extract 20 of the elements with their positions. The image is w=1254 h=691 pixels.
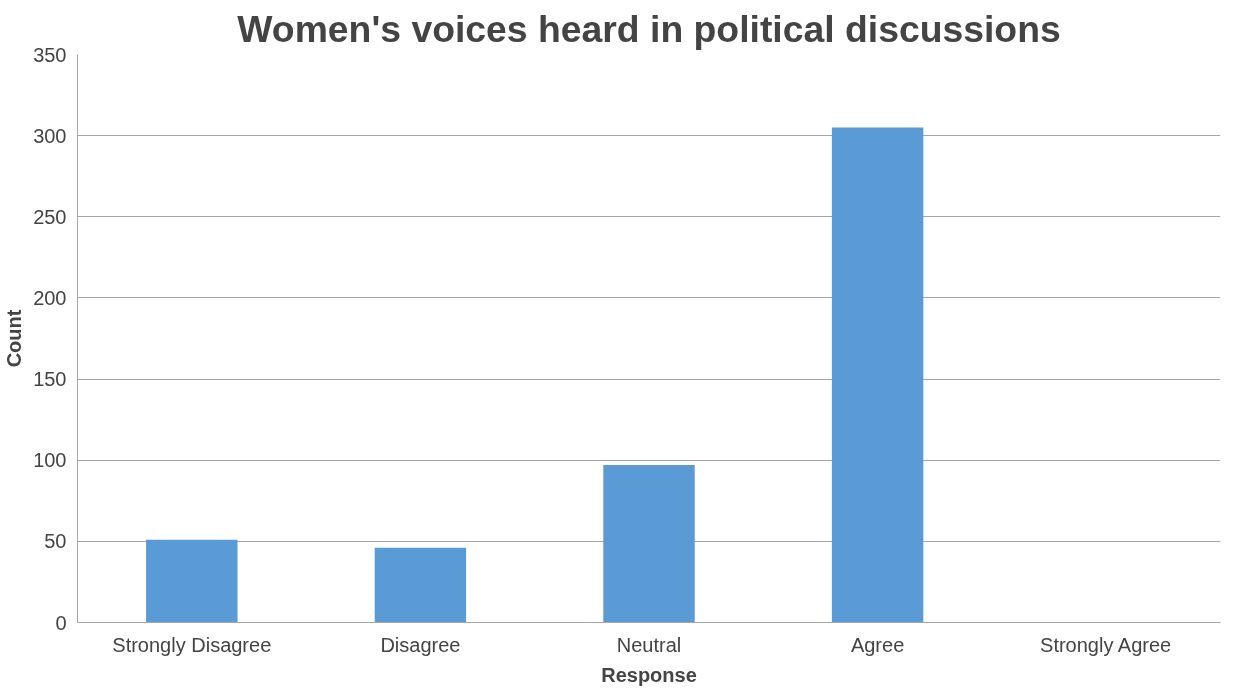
x-tick-label: Agree — [850, 633, 905, 656]
y-tick-label: 200 — [33, 286, 67, 309]
y-tick-label: 50 — [44, 530, 67, 553]
x-tick-label: Disagree — [380, 633, 461, 656]
x-axis-title: Response — [601, 663, 697, 686]
chart-title: Women's voices heard in political discussions — [237, 7, 1061, 50]
x-tick-label: Neutral — [616, 633, 682, 656]
bar — [831, 127, 924, 623]
bar — [603, 465, 695, 623]
y-tick-label: 150 — [33, 368, 67, 391]
y-tick-label: 100 — [33, 449, 67, 472]
x-tick-label: Strongly Agree — [1040, 633, 1172, 656]
x-tick-label: Strongly Disagree — [112, 633, 272, 656]
y-tick-label: 250 — [33, 205, 67, 228]
bar — [146, 539, 238, 623]
y-tick-label: 350 — [33, 43, 67, 66]
y-axis-title: Count — [3, 309, 26, 368]
y-tick-label: 300 — [33, 124, 67, 147]
y-tick-label: 0 — [55, 611, 67, 634]
bar — [374, 547, 467, 623]
